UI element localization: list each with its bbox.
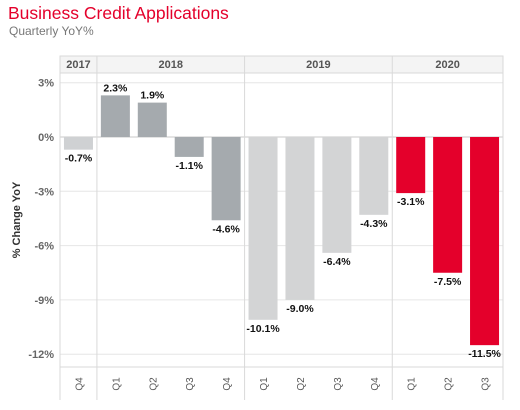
x-tick-label: Q3 [481,377,492,391]
data-label: -4.3% [360,218,388,230]
data-label: -3.1% [397,196,425,208]
data-label: 2.3% [103,82,128,94]
data-label: 1.9% [140,90,165,102]
year-label: 2018 [159,59,183,71]
y-tick-label: 3% [38,78,54,90]
data-label: -6.4% [323,256,351,268]
y-tick-label: -9% [34,295,54,307]
x-tick-label: Q1 [259,377,270,391]
y-tick-label: -12% [28,349,54,361]
bar [322,137,352,253]
x-tick-label: Q2 [148,377,159,391]
data-label: -11.5% [468,348,501,360]
year-label: 2020 [435,59,459,71]
bar [470,137,500,346]
bar [137,102,167,137]
x-tick-label: Q4 [222,377,233,391]
bar [285,137,315,300]
bar [211,137,241,221]
y-tick-label: 0% [38,132,54,144]
y-tick-label: -6% [34,241,54,253]
chart-title: Business Credit Applications [8,3,229,23]
year-label: 2017 [66,59,90,71]
x-tick-label: Q2 [444,377,455,391]
bar [433,137,463,273]
data-label: -4.6% [212,223,240,235]
y-tick-label: -3% [34,186,54,198]
bar [359,137,389,215]
bar [63,137,93,150]
x-tick-label: Q2 [296,377,307,391]
x-tick-label: Q3 [185,377,196,391]
bar [248,137,278,320]
bar [100,95,130,137]
data-label: -10.1% [246,323,280,335]
data-label: -9.0% [286,303,314,315]
data-label: -0.7% [65,153,93,165]
x-tick-label: Q4 [370,377,381,391]
x-tick-label: Q3 [333,377,344,391]
x-tick-label: Q1 [407,377,418,391]
year-label: 2019 [306,59,330,71]
bar [396,137,426,194]
x-tick-label: Q4 [74,377,85,391]
x-tick-label: Q1 [111,377,122,391]
bar [174,137,204,157]
chart-subtitle: Quarterly YoY% [9,24,94,38]
data-label: -7.5% [434,276,462,288]
data-label: -1.1% [175,160,203,172]
y-axis-label: % Change YoY [11,181,23,258]
